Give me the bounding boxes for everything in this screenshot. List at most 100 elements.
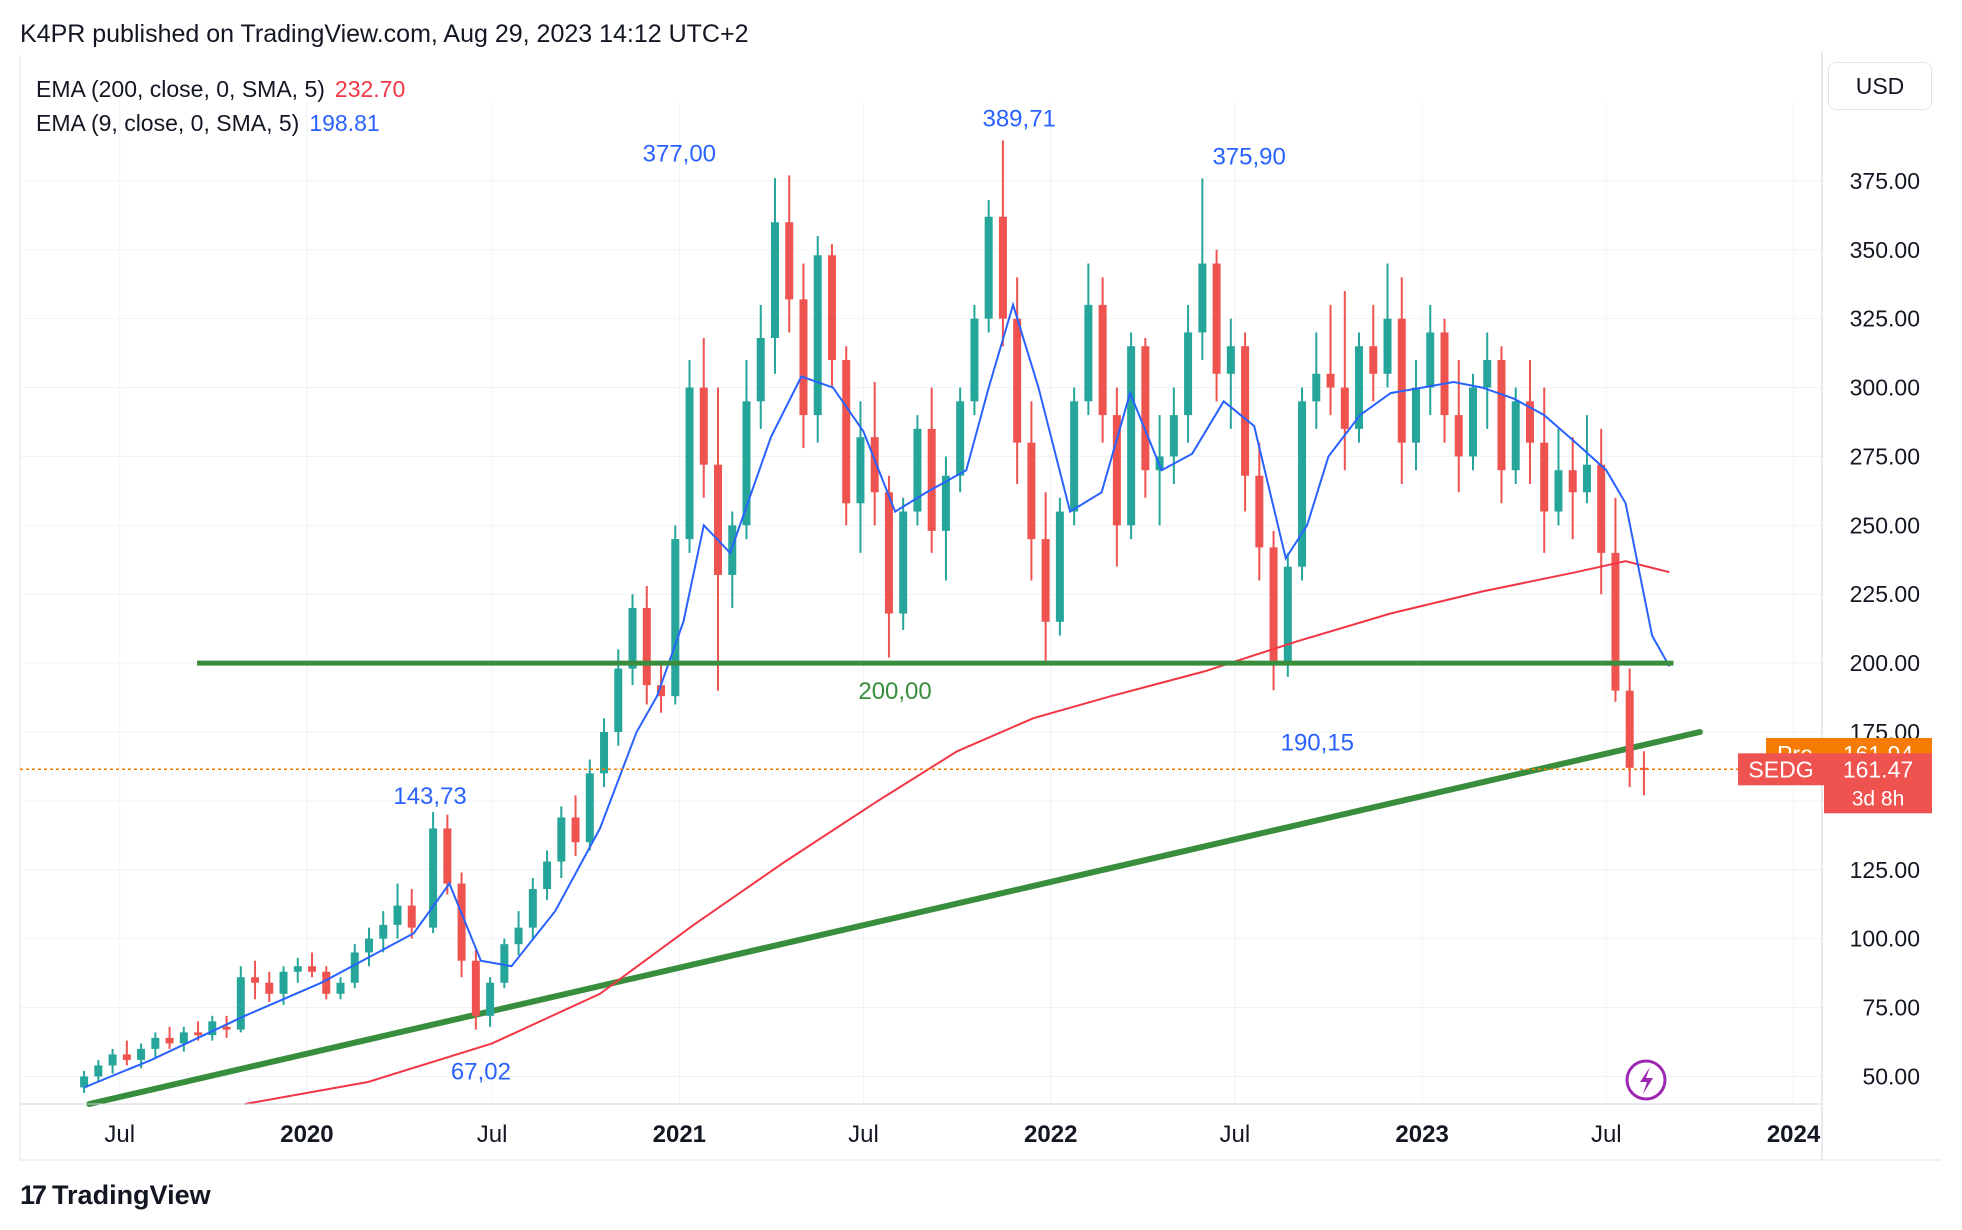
candle [1070, 387, 1079, 526]
candle [208, 1015, 217, 1041]
candle-body [208, 1021, 217, 1036]
candle [1426, 304, 1435, 416]
candle-body [350, 952, 359, 983]
candle [1611, 497, 1620, 702]
candle-body [407, 905, 416, 928]
candle [429, 811, 438, 934]
symbol-tag-label: SEDG [1748, 756, 1813, 782]
trend-lines [86, 729, 1703, 1107]
last-price-tag-bg [1824, 753, 1932, 814]
candle-body [998, 216, 1007, 319]
candle [1454, 360, 1463, 493]
candle-body [1184, 332, 1193, 416]
candle [785, 175, 794, 333]
candle [728, 511, 737, 608]
candle-body [1041, 539, 1050, 622]
candle [1041, 492, 1050, 664]
legend-ema200[interactable]: EMA (200, close, 0, SMA, 5) 232.70 [36, 76, 405, 103]
x-tick-label: 2023 [1395, 1121, 1448, 1148]
candle-body [714, 464, 723, 575]
candle [407, 889, 416, 939]
candle [1440, 318, 1449, 443]
candle [1497, 346, 1506, 504]
candle [1141, 337, 1150, 498]
candle [770, 178, 779, 374]
candle-body [108, 1054, 117, 1066]
candle-body [308, 966, 317, 972]
candles [80, 140, 1648, 1093]
candle [151, 1032, 160, 1058]
candle [657, 663, 666, 713]
candle [884, 475, 893, 658]
candle [1312, 332, 1321, 429]
x-tick-label: 2024 [1767, 1121, 1821, 1148]
candle-body [1383, 318, 1392, 374]
ema-lines [83, 301, 1671, 1105]
x-tick-label: Jul [848, 1121, 879, 1148]
candle-body [1298, 401, 1307, 567]
candle-body [842, 360, 851, 504]
candle [571, 795, 580, 856]
candle [1283, 552, 1292, 677]
candle [443, 814, 452, 895]
candle-body [1127, 346, 1136, 526]
lightning-icon-bolt [1640, 1067, 1653, 1094]
candle-body [514, 927, 523, 945]
candle-body [1511, 401, 1520, 471]
last-price-value: 161.47 [1843, 756, 1913, 782]
symbol-tag-bg [1738, 753, 1824, 786]
candle [1355, 332, 1364, 443]
candle [870, 382, 879, 526]
candle-body [94, 1065, 103, 1077]
candle [1383, 263, 1392, 388]
lightning-icon [1625, 1059, 1667, 1101]
candle-body [165, 1037, 174, 1044]
candle-body [293, 966, 302, 972]
x-tick-label: Jul [1591, 1121, 1622, 1148]
price-annotation: 190,15 [1281, 729, 1354, 756]
candle-body [1625, 690, 1634, 768]
candle [827, 244, 836, 388]
candle-body [1611, 552, 1620, 691]
candle [379, 911, 388, 953]
candle-body [1013, 318, 1022, 443]
candle [956, 387, 965, 493]
candle-body [671, 539, 680, 697]
candle [1340, 291, 1349, 471]
candle [457, 872, 466, 978]
candle-body [642, 608, 651, 686]
tradingview-logo[interactable]: 17 TradingView [20, 1180, 211, 1211]
candle-body [799, 299, 808, 416]
candle-body [236, 977, 245, 1030]
candle-body [913, 428, 922, 512]
candle [642, 585, 651, 705]
support-line-group: 200,00 [197, 660, 1674, 705]
candle [1397, 277, 1406, 484]
x-tick-label: 2022 [1024, 1121, 1077, 1148]
candle-body [785, 222, 794, 300]
candle-body [1269, 547, 1278, 664]
y-tick-label: 250.00 [1850, 512, 1920, 538]
candle-body [528, 889, 537, 928]
y-tick-label: 125.00 [1850, 857, 1920, 883]
candle [1198, 178, 1207, 360]
y-tick-label: 225.00 [1850, 581, 1920, 607]
ascending-trend-line [86, 729, 1703, 1107]
candle [393, 883, 402, 939]
y-tick-label: 375.00 [1850, 168, 1920, 194]
candle [1184, 304, 1193, 443]
candle [585, 759, 594, 851]
candle-body [984, 216, 993, 319]
candle [1582, 415, 1591, 504]
price-annotation: 67,02 [451, 1059, 511, 1086]
candle [1483, 332, 1492, 429]
candle [350, 944, 359, 989]
candle [500, 938, 509, 989]
legend-ema9[interactable]: EMA (9, close, 0, SMA, 5) 198.81 [36, 110, 380, 137]
currency-button[interactable]: USD [1828, 62, 1932, 110]
candle [514, 911, 523, 956]
candle [293, 957, 302, 983]
candle [842, 346, 851, 526]
y-tick-label: 100.00 [1850, 926, 1920, 952]
